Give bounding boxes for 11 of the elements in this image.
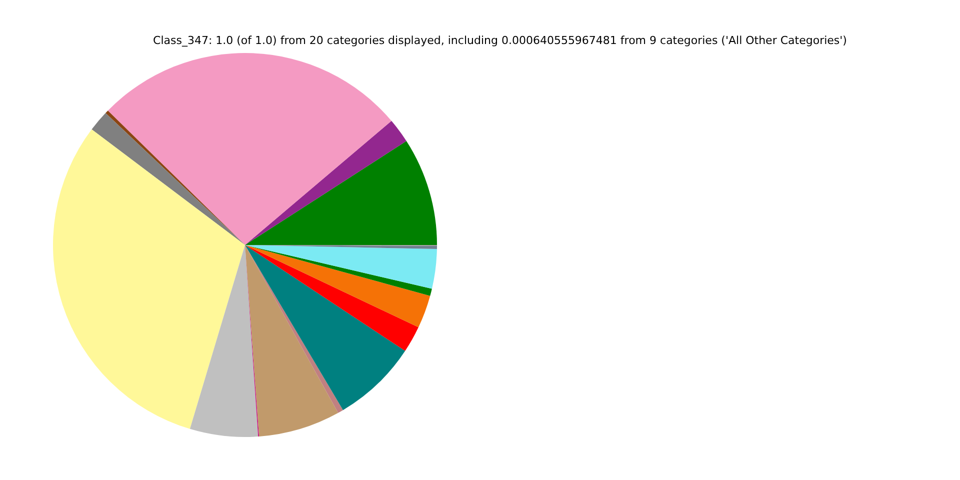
pie-slice: [245, 245, 437, 289]
pie-slice: [245, 245, 344, 413]
pie-slice: [245, 245, 338, 436]
pie-slice: [245, 245, 406, 410]
pie-slice: [245, 120, 406, 245]
text: Class_347: 1.0 (of 1.0) from 20 categories displayed, including 0.000640555967481 from 9 categories ('All Other Categories'): [152, 34, 848, 47]
pie-slice: [245, 245, 418, 351]
pie-slice: [245, 245, 430, 328]
pie-slice: [190, 245, 258, 437]
pie-slice: [53, 129, 245, 429]
pie-slice: [108, 53, 392, 245]
